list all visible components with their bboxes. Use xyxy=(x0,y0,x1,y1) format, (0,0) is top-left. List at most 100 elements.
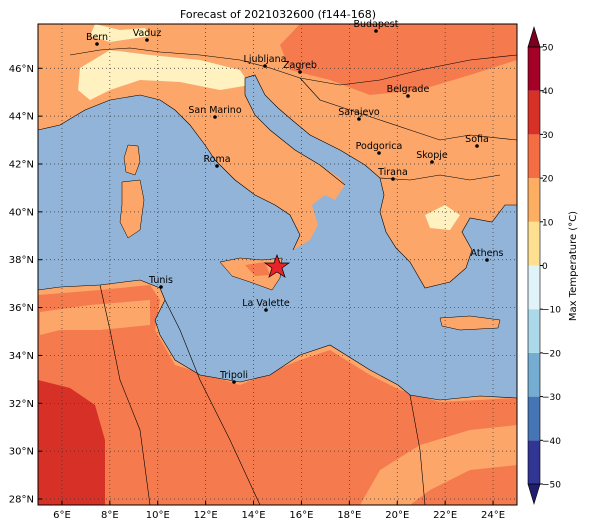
colorbar-band xyxy=(528,134,540,179)
city-label: Vaduz xyxy=(133,28,162,39)
colorbar-band xyxy=(528,440,540,484)
y-tick-label: 30°N xyxy=(9,447,34,458)
city-dot xyxy=(475,144,479,148)
map-frame xyxy=(37,23,518,506)
x-tick-label: 12°E xyxy=(194,510,218,521)
x-tick-label: 16°E xyxy=(289,510,313,521)
x-tick-label: 6°E xyxy=(53,510,71,521)
y-tick-label: 34°N xyxy=(9,351,34,362)
city-dot xyxy=(159,285,163,289)
country-border xyxy=(299,77,517,141)
city-dot xyxy=(264,308,268,312)
sardinia xyxy=(119,179,145,239)
city-label: Sofia xyxy=(465,134,489,145)
city-label: Belgrade xyxy=(387,84,430,95)
country-border xyxy=(164,299,261,505)
city-dot xyxy=(485,258,489,262)
city-dot xyxy=(232,380,236,384)
city-label: Sarajevo xyxy=(338,107,380,118)
colorbar-band xyxy=(528,309,540,353)
city-dot xyxy=(430,160,434,164)
crete xyxy=(439,315,501,331)
city-dot xyxy=(377,151,381,155)
colorbar-band xyxy=(528,90,540,135)
city-dot xyxy=(213,115,217,119)
colorbar-label: Max Temperature (°C) xyxy=(568,211,579,321)
forecast-point-star xyxy=(263,254,291,278)
x-tick-label: 22°E xyxy=(433,510,457,521)
x-tick-label: 14°E xyxy=(242,510,266,521)
warm-region xyxy=(280,24,517,95)
city-label: Bern xyxy=(86,32,108,43)
colorbar-tick-label: 20 xyxy=(542,175,554,185)
map-title: Forecast of 2021032600 (f144-168) xyxy=(180,8,376,21)
city-label: Athens xyxy=(471,248,504,259)
city-label: Ljubljana xyxy=(244,54,287,65)
country-border xyxy=(409,394,426,505)
y-tick-label: 28°N xyxy=(9,495,34,506)
colorbar-band xyxy=(528,178,540,222)
colorbar-tick-label: −30 xyxy=(542,393,561,403)
colorbar-over xyxy=(527,25,541,48)
city-label: Tunis xyxy=(148,275,173,286)
y-tick-label: 46°N xyxy=(9,64,34,75)
city-label: Podgorica xyxy=(356,141,403,152)
city-dot xyxy=(215,164,219,168)
warm-region xyxy=(245,262,270,276)
corsica xyxy=(123,144,141,176)
y-tick-label: 40°N xyxy=(9,207,34,218)
map-layer xyxy=(38,24,517,505)
x-tick-label: 8°E xyxy=(101,510,119,521)
city-label: Skopje xyxy=(416,150,448,161)
colorbar-tick-label: −50 xyxy=(542,481,561,491)
city-label: Tripoli xyxy=(219,370,248,381)
x-tick-label: 10°E xyxy=(146,510,170,521)
city-label: Budapest xyxy=(354,19,399,30)
y-tick-label: 42°N xyxy=(9,159,34,170)
x-tick-label: 24°E xyxy=(481,510,505,521)
city-dot xyxy=(95,42,99,46)
cool-region xyxy=(425,205,460,230)
x-tick-label: 18°E xyxy=(337,510,361,521)
cool-region xyxy=(90,24,150,42)
city-dot xyxy=(145,38,149,42)
colorbar-band xyxy=(528,265,540,310)
city-dot xyxy=(406,94,410,98)
colorbar-tick-label: 50 xyxy=(542,44,554,54)
y-tick-label: 38°N xyxy=(9,255,34,266)
city-label: Tirana xyxy=(377,167,408,178)
colorbar-tick-label: −10 xyxy=(542,306,561,316)
coastline xyxy=(38,279,517,401)
colorbar-band xyxy=(528,47,540,91)
city-label: San Marino xyxy=(188,105,241,116)
colorbar-tick-label: 10 xyxy=(542,218,554,228)
x-tick-label: 20°E xyxy=(385,510,409,521)
colorbar-band xyxy=(528,221,540,266)
colorbar-tick-label: −40 xyxy=(542,437,561,447)
coastline xyxy=(38,94,301,251)
city-label: Roma xyxy=(203,154,230,165)
hot-region xyxy=(38,380,105,505)
mild-region xyxy=(40,300,150,335)
city-dot xyxy=(374,29,378,33)
city-dot xyxy=(263,64,267,68)
colorbar-tick-label: 40 xyxy=(542,87,554,97)
mild-region xyxy=(360,425,517,505)
colorbar-band xyxy=(528,352,540,397)
y-tick-label: 44°N xyxy=(9,112,34,123)
y-tick-label: 32°N xyxy=(9,399,34,410)
country-border xyxy=(99,284,151,505)
colorbar-tick-label: 0 xyxy=(542,262,548,272)
cool-region xyxy=(78,50,250,100)
y-tick-label: 36°N xyxy=(9,303,34,314)
colorbar-band xyxy=(528,396,540,441)
colorbar-under xyxy=(527,483,541,506)
country-border xyxy=(379,174,501,181)
city-label: La Valette xyxy=(242,298,290,309)
city-dot xyxy=(391,177,395,181)
city-label: Zagreb xyxy=(283,60,317,71)
colorbar-tick-label: −20 xyxy=(542,349,561,359)
colorbar-tick-label: 30 xyxy=(542,131,554,141)
city-dot xyxy=(298,70,302,74)
